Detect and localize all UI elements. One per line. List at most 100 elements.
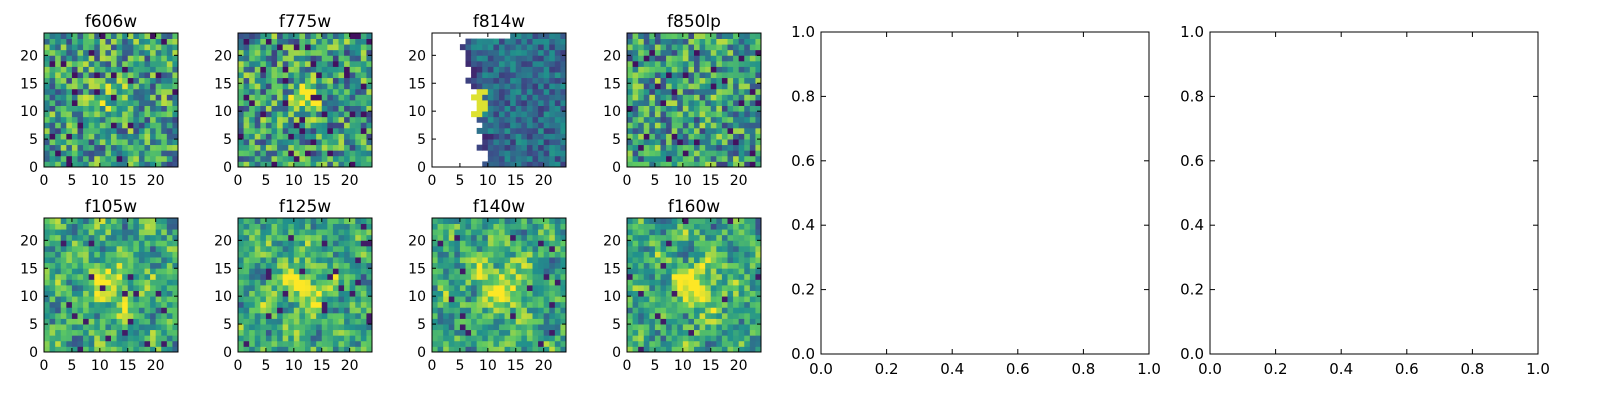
- heatmap-cell: [366, 139, 373, 146]
- heatmap-cell: [349, 161, 356, 168]
- heatmap-cell: [543, 38, 550, 45]
- heatmap-cell: [682, 60, 689, 67]
- heatmap-cell: [705, 307, 712, 314]
- heatmap-cell: [122, 262, 129, 269]
- heatmap-cell: [749, 60, 756, 67]
- heatmap-cell: [288, 335, 295, 342]
- heatmap-cell: [448, 318, 455, 325]
- heatmap-cell: [172, 223, 179, 230]
- heatmap-cell: [554, 318, 561, 325]
- heatmap-cell: [355, 335, 362, 342]
- heatmap-cell: [144, 290, 151, 297]
- heatmap-cell: [649, 346, 656, 353]
- heatmap-cell: [493, 60, 500, 67]
- heatmap-cell: [127, 55, 134, 62]
- heatmap-cell: [277, 144, 284, 151]
- heatmap-cell: [538, 312, 545, 319]
- heatmap-cell: [150, 133, 157, 140]
- heatmap-cell: [293, 127, 300, 134]
- heatmap-cell: [360, 150, 367, 157]
- heatmap-cell: [738, 262, 745, 269]
- heatmap-cell: [271, 245, 278, 252]
- heatmap-cell: [349, 262, 356, 269]
- heatmap-cell: [721, 318, 728, 325]
- heatmap-cell: [344, 77, 351, 84]
- heatmap-cell: [144, 133, 151, 140]
- heatmap-cell: [172, 44, 179, 51]
- heatmap-cell: [249, 133, 256, 140]
- heatmap-cell: [288, 229, 295, 236]
- heatmap-cell: [643, 139, 650, 146]
- heatmap-cell: [144, 139, 151, 146]
- heatmap-cell: [94, 340, 101, 347]
- heatmap-cell: [549, 234, 556, 241]
- heatmap-cell: [310, 335, 317, 342]
- heatmap-cell: [282, 329, 289, 336]
- heatmap-cell: [699, 218, 706, 224]
- heatmap-cell: [465, 38, 472, 45]
- heatmap-cell: [282, 229, 289, 236]
- heatmap-cell: [238, 49, 244, 56]
- heatmap-cell: [366, 155, 373, 162]
- heatmap-cell: [321, 296, 328, 303]
- heatmap-cell: [560, 301, 567, 308]
- heatmap-cell: [443, 335, 450, 342]
- heatmap-cell: [487, 346, 494, 353]
- heatmap-cell: [549, 139, 556, 146]
- heatmap-cell: [733, 161, 740, 168]
- heatmap-cell: [155, 144, 162, 151]
- heatmap-cell: [749, 33, 756, 39]
- heatmap-cell: [538, 55, 545, 62]
- heatmap-cell: [60, 122, 67, 129]
- heatmap-cell: [254, 318, 261, 325]
- heatmap-cell: [521, 301, 528, 308]
- heatmap-cell: [327, 139, 334, 146]
- heatmap-cell: [77, 301, 84, 308]
- heatmap-cell: [671, 229, 678, 236]
- heatmap-cell: [482, 318, 489, 325]
- heatmap-cell: [627, 296, 633, 303]
- heatmap-cell: [83, 60, 90, 67]
- heatmap-cell: [265, 262, 272, 269]
- heatmap-cell: [727, 100, 734, 106]
- heatmap-cell: [238, 329, 244, 336]
- heatmap-cell: [282, 296, 289, 303]
- heatmap-cell: [454, 301, 461, 308]
- heatmap-cell: [710, 223, 717, 230]
- heatmap-cell: [277, 324, 284, 331]
- heatmap-cell: [560, 55, 567, 62]
- heatmap-cell: [243, 223, 250, 230]
- heatmap-cell: [94, 268, 101, 275]
- heatmap-cell: [504, 324, 511, 331]
- heatmap-cell: [116, 285, 123, 291]
- heatmap-cell: [638, 340, 645, 347]
- heatmap-cell: [727, 273, 734, 280]
- heatmap-cell: [271, 318, 278, 325]
- heatmap-cell: [532, 150, 539, 157]
- heatmap-cell: [271, 72, 278, 79]
- heatmap-cell: [321, 318, 328, 325]
- heatmap-cell: [238, 223, 244, 230]
- heatmap-cell: [744, 318, 751, 325]
- heatmap-cell: [133, 296, 140, 303]
- heatmap-cell: [432, 307, 438, 314]
- heatmap-cell: [161, 72, 168, 79]
- heatmap-cell: [332, 218, 339, 224]
- heatmap-cell: [499, 49, 505, 56]
- heatmap-cell: [471, 312, 478, 319]
- heatmap-cell: [316, 234, 323, 241]
- heatmap-cell: [499, 329, 505, 336]
- heatmap-cell: [682, 139, 689, 146]
- heatmap-cell: [249, 105, 256, 112]
- heatmap-cell: [638, 329, 645, 336]
- y-tick-label: 20: [20, 48, 38, 64]
- heatmap-cell: [710, 340, 717, 347]
- heatmap-cell: [238, 285, 244, 291]
- heatmap-cell: [632, 257, 639, 264]
- heatmap-cell: [716, 273, 723, 280]
- heatmap-cell: [733, 268, 740, 275]
- heatmap-cell: [99, 318, 106, 325]
- heatmap-cell: [538, 122, 545, 129]
- heatmap-cell: [133, 262, 140, 269]
- heatmap-cell: [560, 245, 567, 252]
